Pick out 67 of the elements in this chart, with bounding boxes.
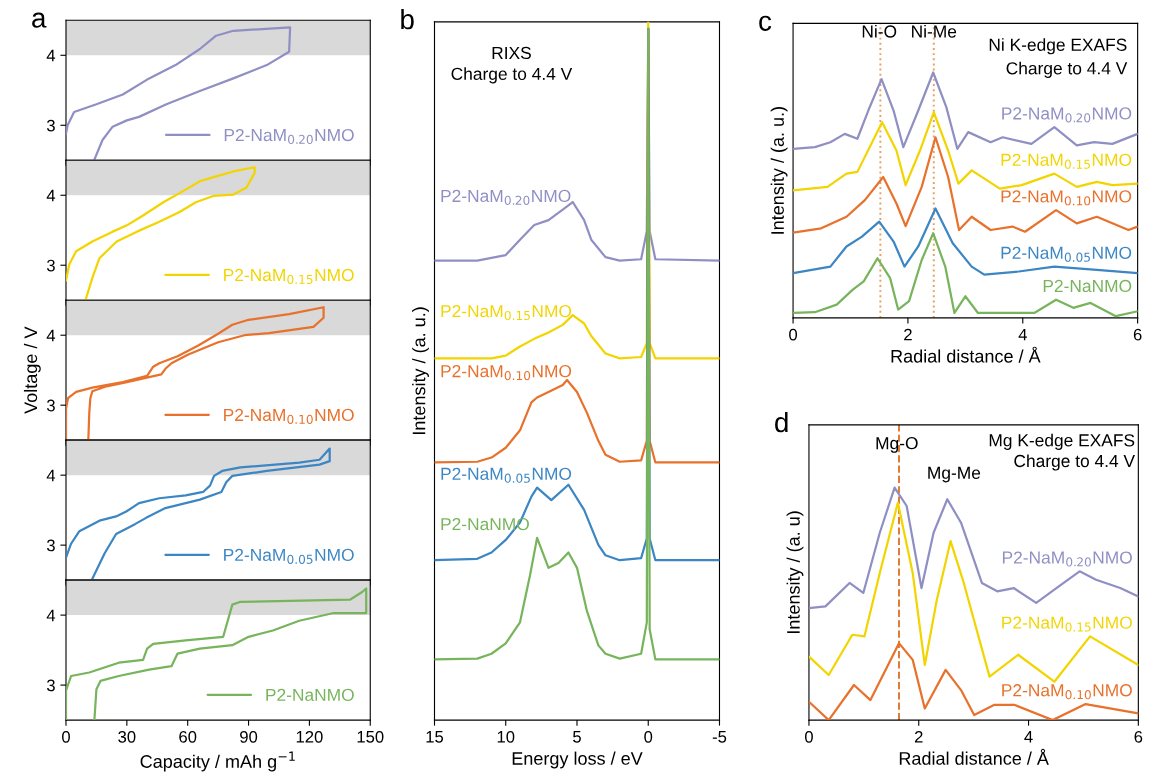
chart-title: b	[401, 8, 414, 30]
x-tick-label: 0	[644, 730, 653, 743]
annotation: RIXS	[492, 46, 531, 60]
legend-label: P2-NaM$_{0.20}$NMO	[224, 128, 354, 145]
text: Ni K-edge EXAFS	[989, 38, 1127, 55]
x-tick-label: 0	[804, 730, 813, 743]
x-tick-label: 0	[789, 328, 798, 341]
text: Mg K-edge EXAFS	[989, 433, 1135, 450]
y-tick-label: 3	[46, 539, 55, 552]
x-axis-title: Energy loss / eV	[512, 751, 643, 769]
x-tick-label: 6	[1133, 328, 1142, 341]
series-label: P2-NaM$_{0.15}$NMO	[1001, 153, 1132, 169]
chart-title: d	[775, 411, 788, 433]
x-tick-label: 120	[296, 730, 323, 743]
series-label: P2-NaM$_{0.15}$NMO	[441, 304, 572, 321]
y-axis-title: Intensity / (a. u)	[786, 511, 804, 634]
series-label: P2-NaM$_{0.10}$NMO	[1001, 190, 1132, 206]
series-label: P2-NaM$_{0.10}$NMO	[1002, 684, 1132, 700]
annotation: Charge to 4.4 V	[1006, 61, 1128, 78]
text: Charge to 4.4 V	[1014, 454, 1135, 471]
y-tick-label: 4	[46, 189, 56, 202]
x-tick-label: 60	[179, 730, 197, 743]
y-tick-label: 4	[46, 469, 56, 482]
x-tick-label: 5	[573, 731, 581, 743]
series-label: P2-NaM$_{0.05}$NMO	[1001, 246, 1132, 262]
x-tick-label: 2	[904, 328, 912, 341]
series-label: P2-NaM$_{0.20}$NMO	[441, 189, 571, 205]
text: Mg-Me	[928, 466, 981, 483]
series-label: P2-NaM$_{0.20}$NMO	[1002, 551, 1132, 567]
x-tick-label: 90	[240, 730, 258, 743]
x-tick-label: -5	[712, 731, 727, 743]
x-tick-label: 150	[357, 730, 384, 743]
y-axis-title: Intensity / (a. u.)	[770, 107, 788, 234]
chart-title: a	[32, 12, 47, 28]
x-tick-label: 6	[1134, 730, 1143, 743]
y-tick-label: 3	[46, 119, 55, 132]
x-tick-label: 0	[62, 730, 70, 743]
y-tick-label: 3	[46, 259, 55, 272]
x-tick-label: 15	[426, 731, 444, 743]
x-axis-title: Capacity / mAh g$^{−1}$	[140, 751, 295, 772]
legend-label: P2-NaM$_{0.15}$NMO	[224, 268, 354, 284]
annotation: Ni-O	[862, 24, 897, 38]
series-label: P2-NaM$_{0.05}$NMO	[441, 467, 572, 483]
series-label: P2-NaM$_{0.20}$NMO	[1002, 107, 1132, 123]
y-axis-title: Intensity / (a. u.)	[412, 307, 429, 435]
series-label: P2-NaNMO	[1043, 279, 1132, 293]
x-axis-title: Radial distance / Å	[899, 748, 1049, 765]
annotation: Ni-Me	[912, 24, 957, 38]
x-tick-label: 4	[1024, 731, 1033, 743]
y-tick-label: 3	[46, 399, 55, 412]
annotation: Charge to 4.4 V	[451, 67, 573, 84]
y-tick-label: 4	[46, 609, 56, 622]
annotation: Mg-O	[876, 437, 918, 453]
x-axis-title: Radial distance / Å	[891, 346, 1041, 363]
legend-label: P2-NaM$_{0.05}$NMO	[224, 548, 354, 564]
y-tick-label: 4	[46, 49, 56, 62]
legend-label: P2-NaM$_{0.10}$NMO	[224, 408, 354, 424]
y-tick-label: 3	[46, 679, 55, 692]
legend-label: P2-NaNMO	[266, 688, 354, 702]
chart-title: c	[759, 15, 772, 31]
y-axis-title: Voltage / V	[23, 326, 41, 414]
x-tick-label: 30	[118, 730, 136, 743]
x-tick-label: 10	[497, 730, 515, 743]
series-label: P2-NaM$_{0.10}$NMO	[441, 365, 572, 381]
x-tick-label: 2	[914, 730, 923, 743]
x-tick-label: 4	[1018, 328, 1027, 341]
series-label: P2-NaM$_{0.15}$NMO	[1002, 616, 1132, 632]
